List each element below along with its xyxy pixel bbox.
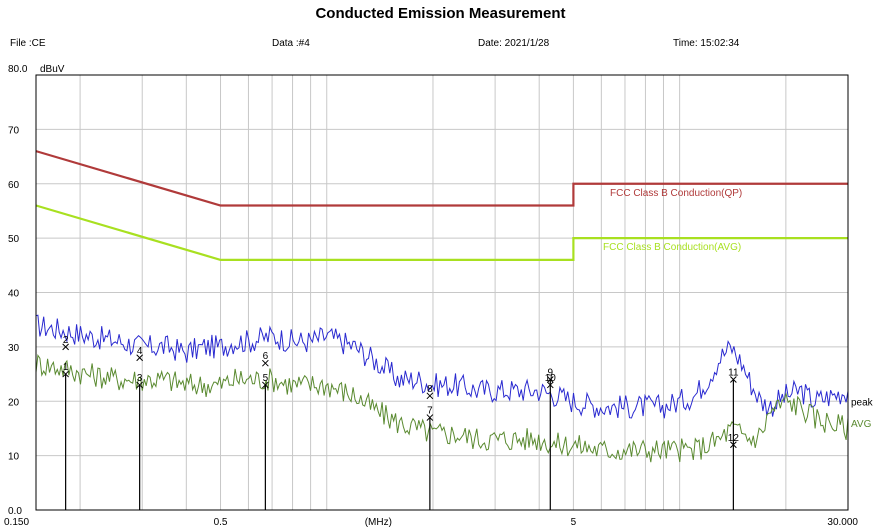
legend-entry: FCC Class B Conduction(QP) — [610, 188, 742, 199]
marker-x — [730, 376, 737, 383]
marker-label: 10 — [545, 373, 557, 384]
y-tick-label: 70 — [8, 125, 20, 136]
x-tick-label: 0.150 — [4, 517, 29, 528]
limit-lines — [35, 150, 848, 261]
series-end-label: AVG — [851, 419, 872, 430]
x-tick-label: 5 — [571, 517, 577, 528]
y-tick-label: 10 — [8, 452, 20, 463]
marker-x — [546, 381, 554, 389]
axes — [35, 74, 849, 511]
file-label: File :CE — [10, 38, 46, 49]
marker-label: 4 — [137, 346, 143, 357]
marker-x — [262, 359, 269, 367]
chart-title: Conducted Emission Measurement — [315, 5, 566, 22]
marker-x — [262, 381, 269, 389]
marker-x — [136, 381, 144, 389]
time-label: Time: 15:02:34 — [673, 38, 740, 49]
chart-grid — [36, 75, 848, 510]
marker-label: 2 — [63, 335, 69, 346]
date-label: Date: 2021/1/28 — [478, 38, 550, 49]
y-tick-label: 20 — [8, 397, 20, 408]
marker-label: 1 — [63, 362, 69, 373]
x-tick-label: (MHz) — [365, 517, 392, 528]
marker-label: 12 — [728, 433, 740, 444]
marker-x — [546, 376, 554, 383]
marker-label: 7 — [427, 406, 433, 417]
y-top-label: 80.0 — [8, 64, 28, 75]
y-tick-label: 60 — [8, 180, 20, 191]
marker-x — [426, 392, 434, 400]
limit-line — [35, 204, 848, 261]
y-tick-label: 50 — [8, 234, 20, 245]
chart-labels: 0.0 10 20 30 40 50 60 70 80.0 dBuV 0.150 0.5 (MHz) 5 3… — [4, 64, 874, 528]
y-axis-label: dBuV — [40, 64, 65, 75]
plot-frame — [35, 74, 849, 511]
x-tick-label: 0.5 — [214, 517, 228, 528]
data-label: Data :#4 — [272, 38, 310, 49]
x-tick-label: 30.000 — [827, 517, 858, 528]
marker-label: 8 — [427, 384, 433, 395]
marker-label: 5 — [263, 373, 269, 384]
limit-line — [35, 150, 848, 207]
marker-x — [136, 354, 144, 362]
series-line-peak — [35, 314, 849, 419]
series-line-avg — [35, 354, 849, 463]
marker-x — [62, 370, 69, 378]
marker-label: 3 — [137, 373, 143, 384]
marker-x — [426, 414, 434, 421]
marker-x — [62, 343, 69, 351]
series-end-label: peak — [851, 397, 874, 408]
marker-label: 11 — [728, 368, 739, 379]
y-tick-label: 0.0 — [8, 506, 22, 517]
marker-label: 9 — [548, 368, 554, 379]
marker-x — [730, 441, 737, 449]
y-tick-label: 30 — [8, 343, 20, 354]
marker-label: 6 — [263, 351, 269, 362]
series-lines — [35, 314, 849, 463]
y-tick-label: 40 — [8, 289, 20, 300]
legend-entry: FCC Class B Conduction(AVG) — [603, 242, 741, 253]
